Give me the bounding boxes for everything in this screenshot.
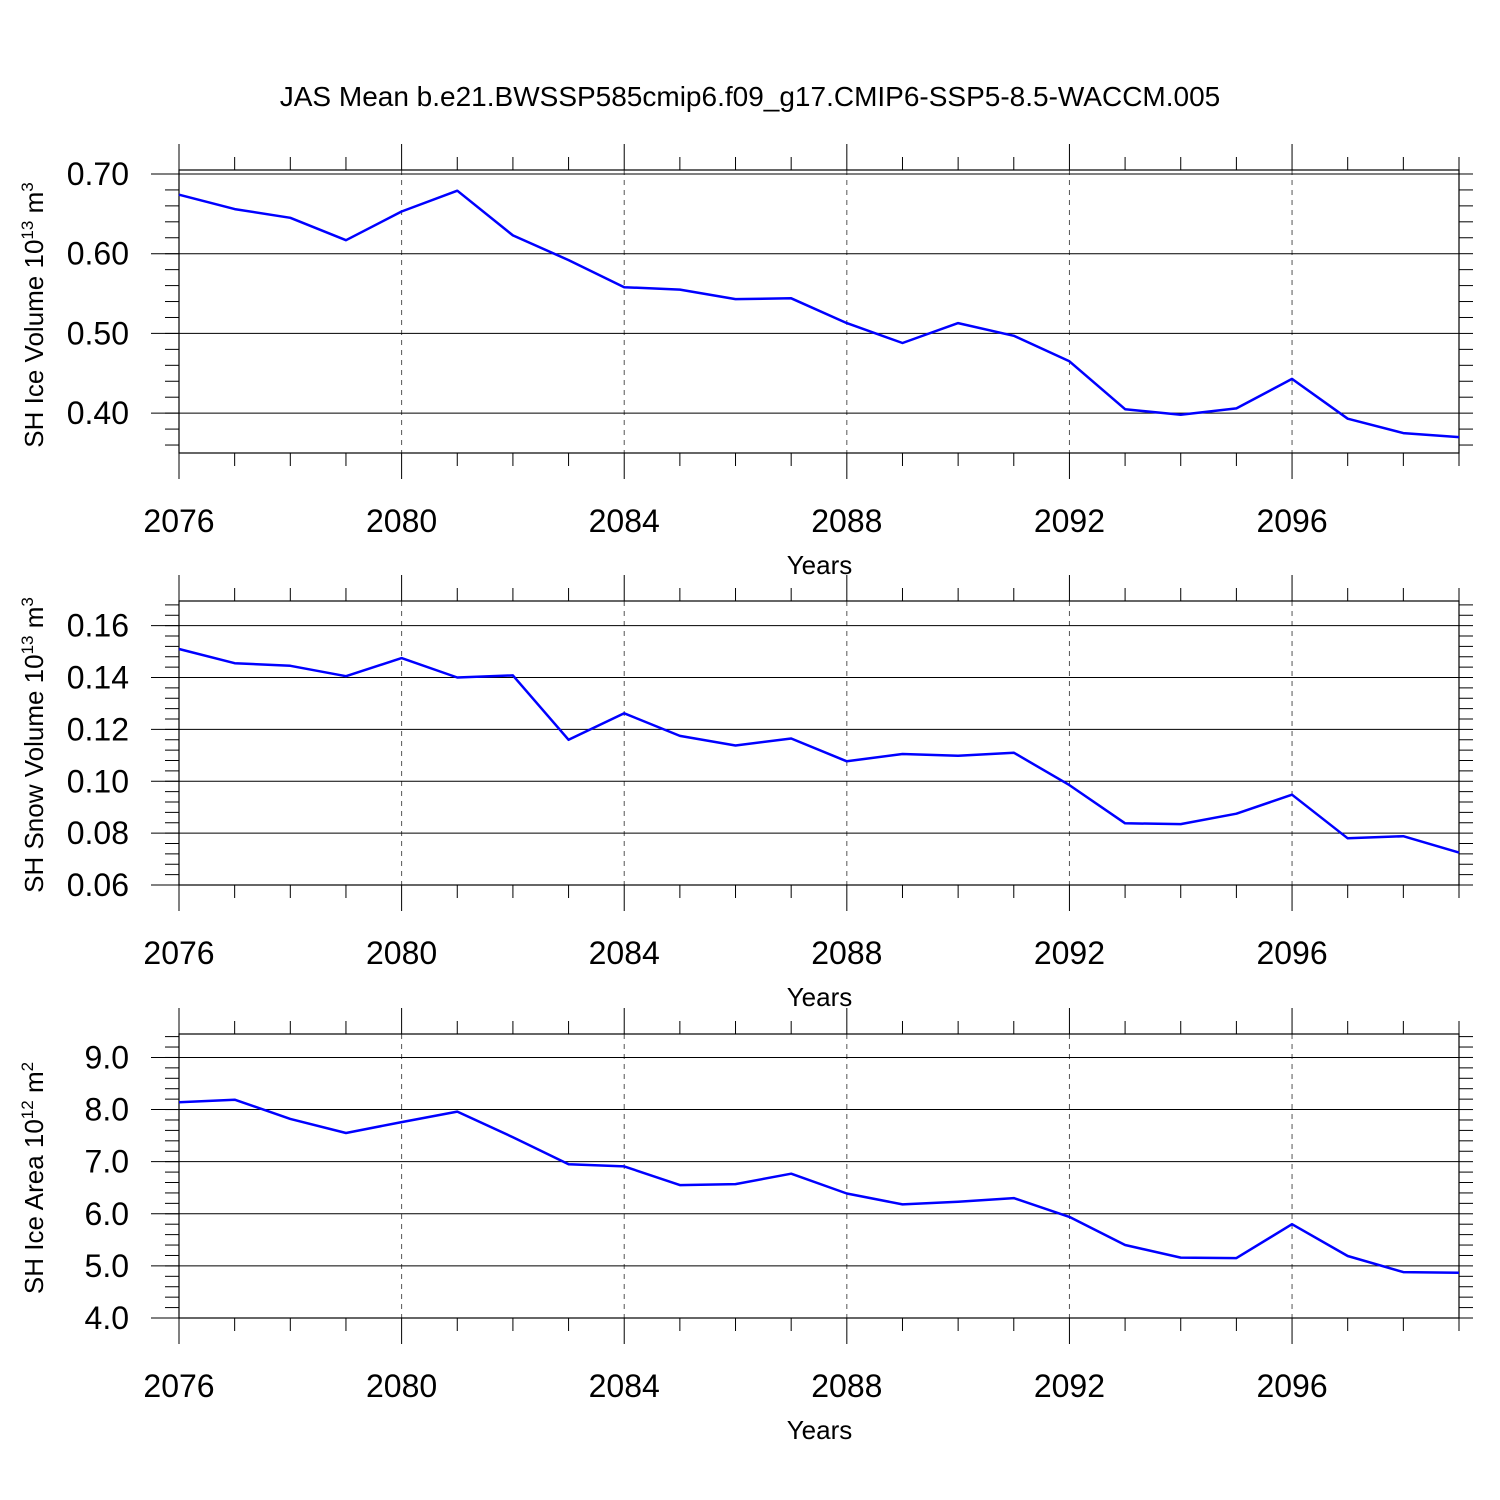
x-tick-label: 2084 — [589, 935, 660, 971]
y-tick-label: 5.0 — [85, 1248, 129, 1284]
y-axis-title: SH Ice Volume 1013 m3 — [18, 182, 49, 447]
x-tick-label: 2092 — [1034, 1368, 1105, 1404]
x-tick-label: 2080 — [366, 503, 437, 539]
y-axis-title: SH Ice Area 1012 m2 — [18, 1062, 49, 1294]
y-tick-label: 0.40 — [67, 395, 129, 431]
plot-frame — [178, 1033, 1460, 1319]
plot-frame — [178, 169, 1460, 454]
x-tick-label: 2084 — [589, 503, 660, 539]
x-tick-label: 2096 — [1256, 935, 1327, 971]
y-tick-label: 6.0 — [85, 1196, 129, 1232]
x-tick-label: 2088 — [811, 935, 882, 971]
y-tick-label: 0.16 — [67, 608, 129, 644]
plot-frame — [178, 600, 1460, 886]
x-tick-label: 2092 — [1034, 935, 1105, 971]
y-tick-label: 0.50 — [67, 315, 129, 351]
y-tick-label: 0.12 — [67, 711, 129, 747]
y-tick-label: 4.0 — [85, 1300, 129, 1336]
x-axis-title: Years — [787, 982, 853, 1012]
y-tick-label: 9.0 — [85, 1039, 129, 1075]
x-tick-label: 2076 — [143, 935, 214, 971]
panel-ice-area: 4.0 5.0 6.0 7.0 8.0 9.0 2076 2080 2084 2088 2092 20… — [18, 1008, 1473, 1445]
series-line — [178, 189, 1460, 439]
x-tick-label: 2080 — [366, 1368, 437, 1404]
x-tick-label: 2088 — [811, 1368, 882, 1404]
y-axis-title: SH Snow Volume 1013 m3 — [18, 597, 49, 893]
x-axis-title: Years — [787, 1415, 853, 1445]
x-tick-label: 2088 — [811, 503, 882, 539]
y-tick-label: 0.08 — [67, 815, 129, 851]
y-tick-label: 8.0 — [85, 1092, 129, 1128]
x-tick-label: 2076 — [143, 503, 214, 539]
x-tick-label: 2096 — [1256, 503, 1327, 539]
x-tick-label: 2080 — [366, 935, 437, 971]
x-tick-label: 2084 — [589, 1368, 660, 1404]
x-tick-label: 2076 — [143, 1368, 214, 1404]
chart-title: JAS Mean b.e21.BWSSP585cmip6.f09_g17.CMI… — [280, 81, 1221, 112]
y-tick-label: 0.06 — [67, 867, 129, 903]
y-tick-label: 0.10 — [67, 763, 129, 799]
y-tick-label: 7.0 — [85, 1144, 129, 1180]
y-tick-label: 0.60 — [67, 236, 129, 272]
y-tick-label: 0.14 — [67, 660, 129, 696]
panel-snow-volume: 0.06 0.08 0.10 0.12 0.14 0.16 2076 2080 2084 2088… — [18, 575, 1473, 1012]
x-tick-label: 2096 — [1256, 1368, 1327, 1404]
x-axis-title: Years — [787, 550, 853, 580]
series-line — [178, 647, 1460, 854]
y-tick-label: 0.70 — [67, 156, 129, 192]
series-line — [178, 1098, 1460, 1274]
panel-ice-volume: 0.40 0.50 0.60 0.70 2076 2080 2084 2088 2092 2096… — [18, 144, 1473, 580]
x-tick-label: 2092 — [1034, 503, 1105, 539]
